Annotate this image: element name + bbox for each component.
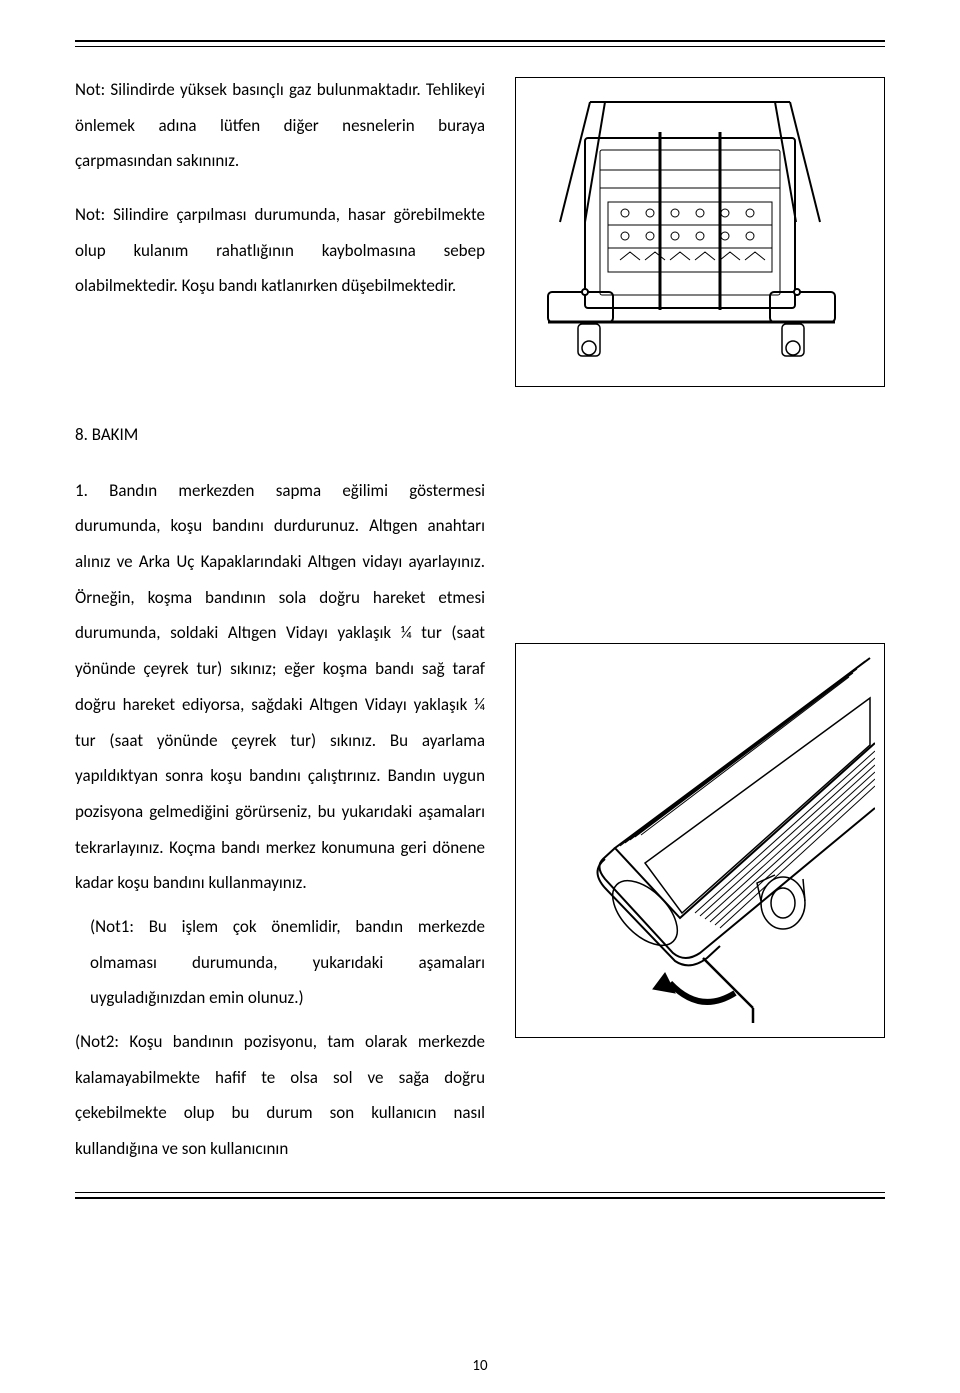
- figure-treadmill-folded: [515, 77, 885, 387]
- page-number: 10: [0, 1357, 960, 1375]
- note-1: (Not1: Bu işlem çok önemlidir, bandın me…: [75, 909, 485, 1016]
- paragraph-1: Not: Silindirde yüksek basınçlı gaz bulu…: [75, 72, 485, 179]
- paragraph-2: Not: Silindire çarpılması durumunda, has…: [75, 197, 485, 304]
- figure-belt-adjustment: [515, 643, 885, 1038]
- paragraph-3: 1. Bandın merkezden sapma eğilimi göster…: [75, 473, 485, 901]
- section-8-title: 8. BAKIM: [75, 417, 885, 453]
- top-rule: [75, 40, 885, 47]
- bottom-rule: [75, 1192, 885, 1199]
- note-2: (Not2: Koşu bandının pozisyonu, tam olar…: [75, 1024, 485, 1167]
